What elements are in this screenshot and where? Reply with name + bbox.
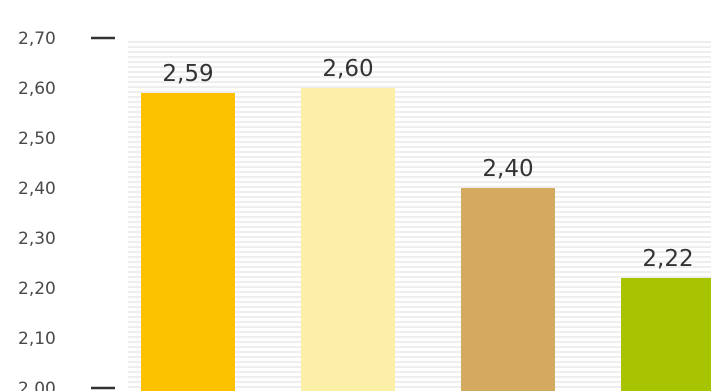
y-tick-label: 2,30 — [18, 229, 56, 249]
bar — [301, 88, 395, 391]
bar-value-label: 2,60 — [322, 56, 373, 82]
y-tick-label: 2,40 — [18, 179, 56, 199]
y-tick-label: 2,00 — [18, 379, 56, 391]
bars — [141, 88, 711, 391]
y-tick-label: 2,70 — [18, 29, 56, 49]
bar — [141, 93, 235, 391]
bar-value-label: 2,59 — [162, 61, 213, 87]
bar — [461, 188, 555, 391]
y-tick-label: 2,50 — [18, 129, 56, 149]
y-axis: 2,00 2,10 2,20 2,30 2,40 2,50 2,60 2,70 — [18, 29, 115, 391]
y-tick-label: 2,20 — [18, 279, 56, 299]
y-tick-label: 2,10 — [18, 329, 56, 349]
data-labels: 2,59 2,60 2,40 2,22 — [162, 56, 693, 272]
bar-value-label: 2,22 — [642, 246, 693, 272]
bar-value-label: 2,40 — [482, 156, 533, 182]
bar — [621, 278, 711, 391]
y-tick-label: 2,60 — [18, 79, 56, 99]
